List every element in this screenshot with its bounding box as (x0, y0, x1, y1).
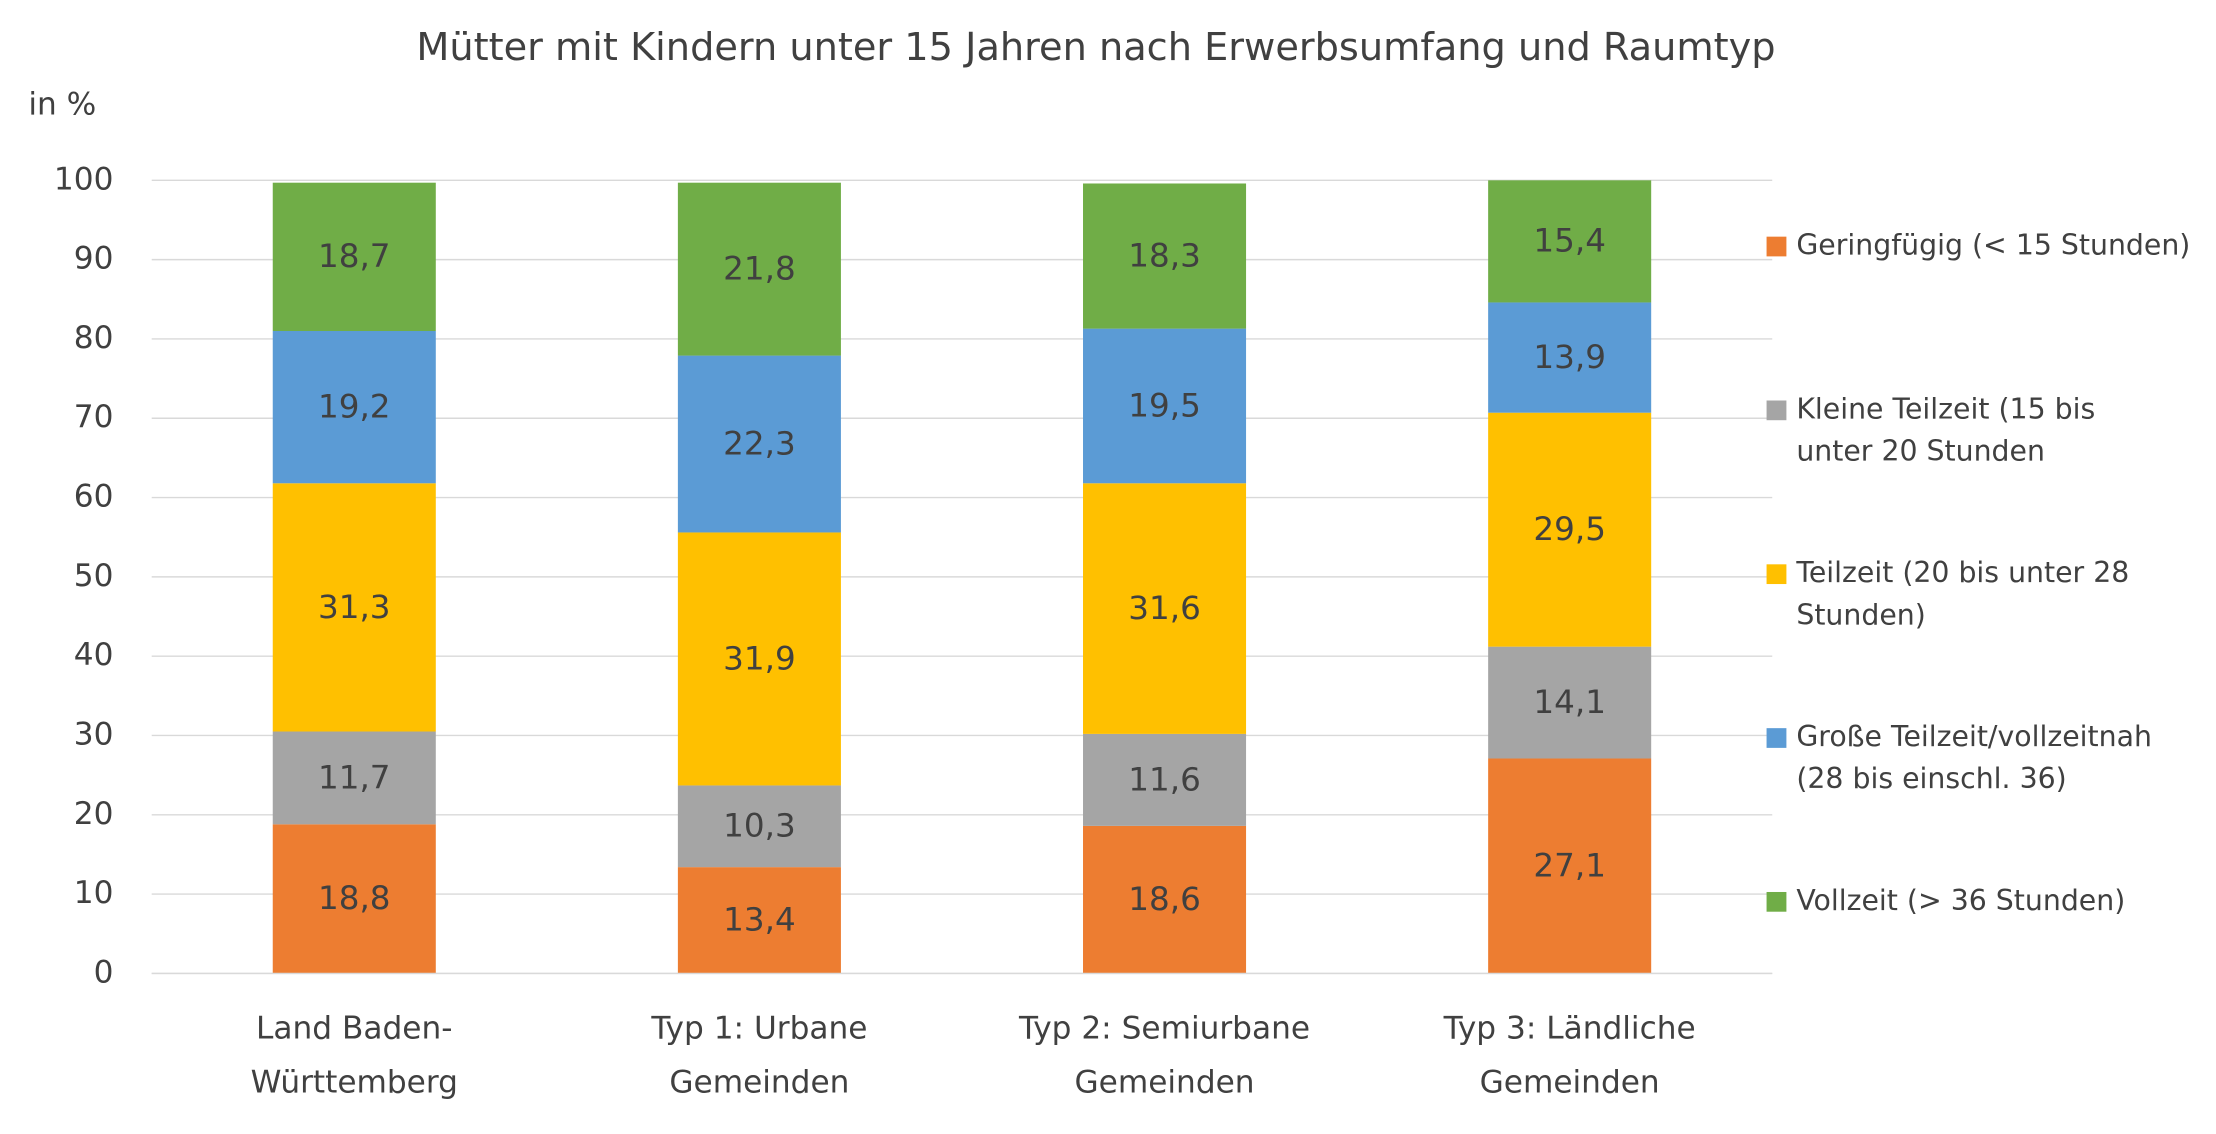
bar-segment (677, 532, 841, 786)
y-tick-label: 40 (74, 637, 114, 673)
data-label: 11,6 (1128, 760, 1201, 798)
data-label: 18,6 (1128, 880, 1201, 918)
data-label: 29,5 (1533, 510, 1606, 548)
data-label: 27,1 (1533, 846, 1606, 884)
x-tick-label: Typ 2: Semiurbane Gemeinden (1018, 1011, 1310, 1100)
bar-segment (1083, 183, 1247, 329)
bar-segment (1488, 302, 1652, 413)
data-label: 19,5 (1128, 386, 1201, 424)
data-label: 10,3 (723, 807, 796, 845)
x-tick-label: Land Baden-Württemberg (251, 1011, 458, 1100)
data-label: 18,3 (1128, 237, 1201, 275)
data-label: 22,3 (723, 424, 796, 462)
data-label: 31,6 (1128, 589, 1201, 627)
legend-label: Geringfügig (< 15 Stunden) (1796, 229, 2190, 262)
legend-label: Große Teilzeit/vollzeitnah (28 bis einsch… (1796, 720, 2152, 795)
y-tick-label: 0 (94, 954, 114, 990)
data-label: 19,2 (318, 388, 391, 426)
bar-segment (677, 182, 841, 356)
x-tick-label: Typ 1: Urbane Gemeinden (650, 1011, 867, 1100)
data-label: 15,4 (1533, 222, 1606, 260)
legend-swatch (1766, 400, 1787, 421)
data-label: 31,3 (318, 588, 391, 626)
y-tick-label: 80 (74, 320, 114, 356)
y-tick-label: 50 (74, 558, 114, 594)
legend-swatch (1766, 236, 1787, 257)
data-label: 18,8 (318, 879, 391, 917)
bar-segment (272, 182, 436, 332)
bar-segment (1488, 758, 1652, 974)
y-tick-label: 10 (74, 875, 114, 911)
y-tick-label: 60 (74, 479, 114, 515)
bar-segment (272, 331, 436, 484)
bar-segment (272, 731, 436, 825)
legend-swatch (1766, 891, 1787, 912)
bar-segment (1083, 733, 1247, 826)
data-label: 31,9 (723, 639, 796, 677)
legend-swatch (1766, 728, 1787, 748)
y-tick-label: 70 (74, 399, 114, 435)
legend-label: Vollzeit (> 36 Stunden) (1796, 884, 2125, 917)
legend-label: Teilzeit (20 bis unter 28 Stunden) (1795, 556, 2129, 631)
bar-segment (272, 824, 436, 974)
bar-segment (677, 867, 841, 974)
data-label: 18,7 (318, 237, 391, 275)
bar-segment (677, 785, 841, 868)
bar-segment (1083, 328, 1247, 484)
legend-label: Kleine Teilzeit (15 bis unter 20 Stunden (1796, 392, 2095, 467)
data-label: 13,4 (723, 901, 796, 939)
bar-segment (677, 355, 841, 533)
y-tick-label: 20 (74, 796, 114, 832)
x-tick-label: Typ 3: Ländliche Gemeinden (1443, 1011, 1696, 1100)
data-label: 14,1 (1533, 683, 1606, 721)
bar-segment (1083, 825, 1247, 974)
y-tick-label: 90 (74, 241, 114, 277)
data-label: 21,8 (723, 250, 796, 288)
y-tick-label: 30 (74, 717, 114, 753)
bar-segment (1083, 483, 1247, 734)
legend-swatch (1766, 564, 1787, 585)
bar-segment (1488, 180, 1652, 303)
bar-segment (1488, 646, 1652, 759)
y-tick-label: 100 (54, 161, 114, 197)
y-axis-label: in % (28, 87, 96, 123)
chart-title: Mütter mit Kindern unter 15 Jahren nach … (416, 25, 1775, 69)
data-label: 11,7 (318, 758, 391, 796)
bar-segment (1488, 412, 1652, 647)
bar-segment (272, 483, 436, 732)
data-label: 13,9 (1533, 338, 1606, 376)
